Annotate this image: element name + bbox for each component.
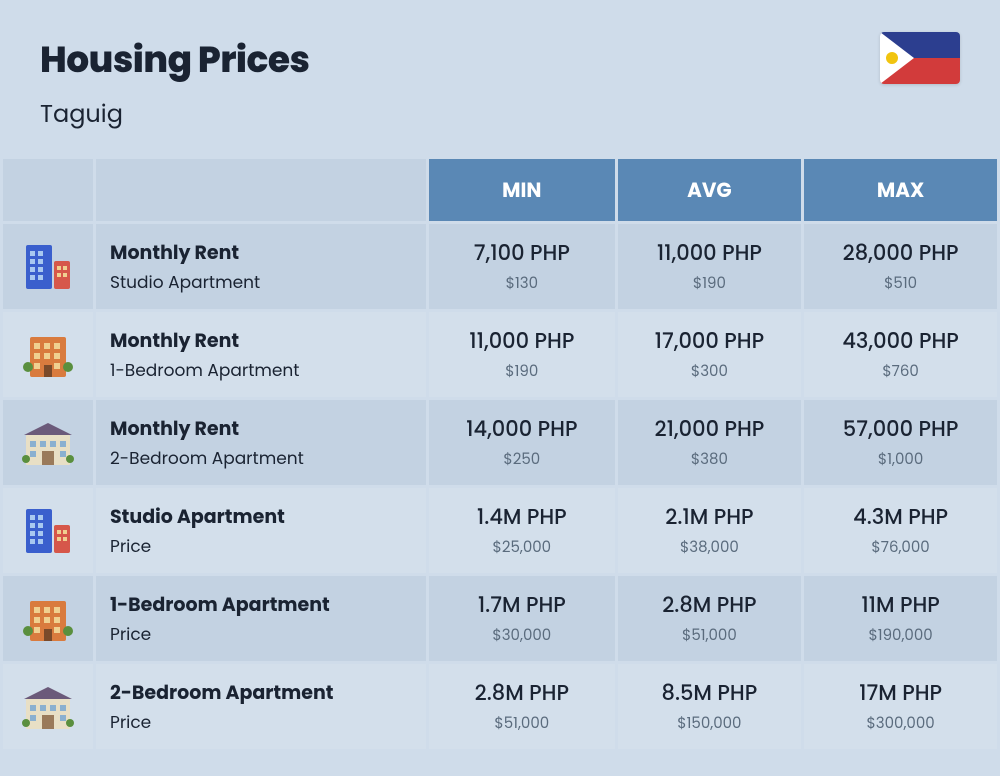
- header-blank-label: [96, 159, 426, 221]
- row-title: Studio Apartment: [110, 502, 416, 531]
- value-main: 2.8M PHP: [628, 590, 792, 621]
- row-title: Monthly Rent: [110, 238, 416, 267]
- building-orange-icon: [3, 576, 93, 661]
- row-label: 1-Bedroom ApartmentPrice: [96, 576, 426, 661]
- cell-avg: 8.5M PHP $150,000: [618, 664, 802, 749]
- value-main: 17M PHP: [814, 678, 987, 709]
- cell-max: 28,000 PHP $510: [804, 224, 997, 309]
- cell-max: 17M PHP $300,000: [804, 664, 997, 749]
- row-label: Monthly Rent2-Bedroom Apartment: [96, 400, 426, 485]
- row-subtitle: 1-Bedroom Apartment: [110, 357, 416, 383]
- row-title: Monthly Rent: [110, 326, 416, 355]
- page-subtitle: Taguig: [40, 97, 309, 132]
- value-usd: $51,000: [439, 712, 605, 735]
- value-main: 11M PHP: [814, 590, 987, 621]
- cell-max: 11M PHP $190,000: [804, 576, 997, 661]
- row-subtitle: Price: [110, 621, 416, 647]
- table-row: Studio ApartmentPrice 1.4M PHP $25,000 2.1M…: [3, 488, 997, 573]
- value-usd: $1,000: [814, 448, 987, 471]
- table-header-row: MIN AVG MAX: [3, 159, 997, 221]
- table-row: Monthly Rent2-Bedroom Apartment14,000 PH…: [3, 400, 997, 485]
- cell-avg: 21,000 PHP $380: [618, 400, 802, 485]
- cell-min: 1.4M PHP $25,000: [429, 488, 615, 573]
- title-block: Housing Prices Taguig: [40, 32, 309, 132]
- cell-avg: 2.8M PHP $51,000: [618, 576, 802, 661]
- value-main: 43,000 PHP: [814, 326, 987, 357]
- value-usd: $300,000: [814, 712, 987, 735]
- value-usd: $130: [439, 272, 605, 295]
- value-usd: $380: [628, 448, 792, 471]
- row-label: 2-Bedroom ApartmentPrice: [96, 664, 426, 749]
- table-row: 2-Bedroom ApartmentPrice 2.8M PHP $51,000 8…: [3, 664, 997, 749]
- value-main: 8.5M PHP: [628, 678, 792, 709]
- value-main: 11,000 PHP: [628, 238, 792, 269]
- row-title: 2-Bedroom Apartment: [110, 678, 416, 707]
- value-main: 57,000 PHP: [814, 414, 987, 445]
- building-tall-icon: [3, 488, 93, 573]
- row-subtitle: Price: [110, 533, 416, 559]
- value-main: 14,000 PHP: [439, 414, 605, 445]
- value-usd: $300: [628, 360, 792, 383]
- value-usd: $190,000: [814, 624, 987, 647]
- row-title: 1-Bedroom Apartment: [110, 590, 416, 619]
- table-row: Monthly RentStudio Apartment 7,100 PHP $13…: [3, 224, 997, 309]
- value-usd: $25,000: [439, 536, 605, 559]
- row-title: Monthly Rent: [110, 414, 416, 443]
- header-min: MIN: [429, 159, 615, 221]
- row-subtitle: 2-Bedroom Apartment: [110, 445, 416, 471]
- row-subtitle: Price: [110, 709, 416, 735]
- cell-max: 57,000 PHP $1,000: [804, 400, 997, 485]
- row-label: Monthly Rent1-Bedroom Apartment: [96, 312, 426, 397]
- value-main: 17,000 PHP: [628, 326, 792, 357]
- value-main: 4.3M PHP: [814, 502, 987, 533]
- cell-min: 7,100 PHP $130: [429, 224, 615, 309]
- header-max: MAX: [804, 159, 997, 221]
- value-main: 1.4M PHP: [439, 502, 605, 533]
- pricing-table: MIN AVG MAX Monthly RentStudio Apartment…: [0, 156, 1000, 752]
- house-wide-icon: [3, 400, 93, 485]
- value-usd: $51,000: [628, 624, 792, 647]
- value-usd: $510: [814, 272, 987, 295]
- value-main: 2.8M PHP: [439, 678, 605, 709]
- value-usd: $76,000: [814, 536, 987, 559]
- value-main: 7,100 PHP: [439, 238, 605, 269]
- cell-min: 14,000 PHP $250: [429, 400, 615, 485]
- value-usd: $250: [439, 448, 605, 471]
- building-tall-icon: [3, 224, 93, 309]
- table-row: 1-Bedroom ApartmentPrice 1.7M PHP $30,000 2…: [3, 576, 997, 661]
- flag-philippines-icon: [880, 32, 960, 84]
- building-orange-icon: [3, 312, 93, 397]
- value-usd: $190: [439, 360, 605, 383]
- value-main: 2.1M PHP: [628, 502, 792, 533]
- cell-max: 43,000 PHP $760: [804, 312, 997, 397]
- cell-avg: 17,000 PHP $300: [618, 312, 802, 397]
- row-label: Studio ApartmentPrice: [96, 488, 426, 573]
- value-usd: $30,000: [439, 624, 605, 647]
- value-usd: $150,000: [628, 712, 792, 735]
- cell-avg: 11,000 PHP $190: [618, 224, 802, 309]
- row-subtitle: Studio Apartment: [110, 269, 416, 295]
- header: Housing Prices Taguig: [0, 0, 1000, 156]
- cell-min: 11,000 PHP $190: [429, 312, 615, 397]
- value-main: 21,000 PHP: [628, 414, 792, 445]
- cell-min: 1.7M PHP $30,000: [429, 576, 615, 661]
- page-title: Housing Prices: [40, 32, 309, 87]
- value-main: 1.7M PHP: [439, 590, 605, 621]
- header-avg: AVG: [618, 159, 802, 221]
- cell-max: 4.3M PHP $76,000: [804, 488, 997, 573]
- header-blank-icon: [3, 159, 93, 221]
- cell-min: 2.8M PHP $51,000: [429, 664, 615, 749]
- value-usd: $760: [814, 360, 987, 383]
- cell-avg: 2.1M PHP $38,000: [618, 488, 802, 573]
- value-main: 11,000 PHP: [439, 326, 605, 357]
- table-row: Monthly Rent1-Bedroom Apartment11,000 PH…: [3, 312, 997, 397]
- value-main: 28,000 PHP: [814, 238, 987, 269]
- value-usd: $190: [628, 272, 792, 295]
- house-wide-icon: [3, 664, 93, 749]
- row-label: Monthly RentStudio Apartment: [96, 224, 426, 309]
- value-usd: $38,000: [628, 536, 792, 559]
